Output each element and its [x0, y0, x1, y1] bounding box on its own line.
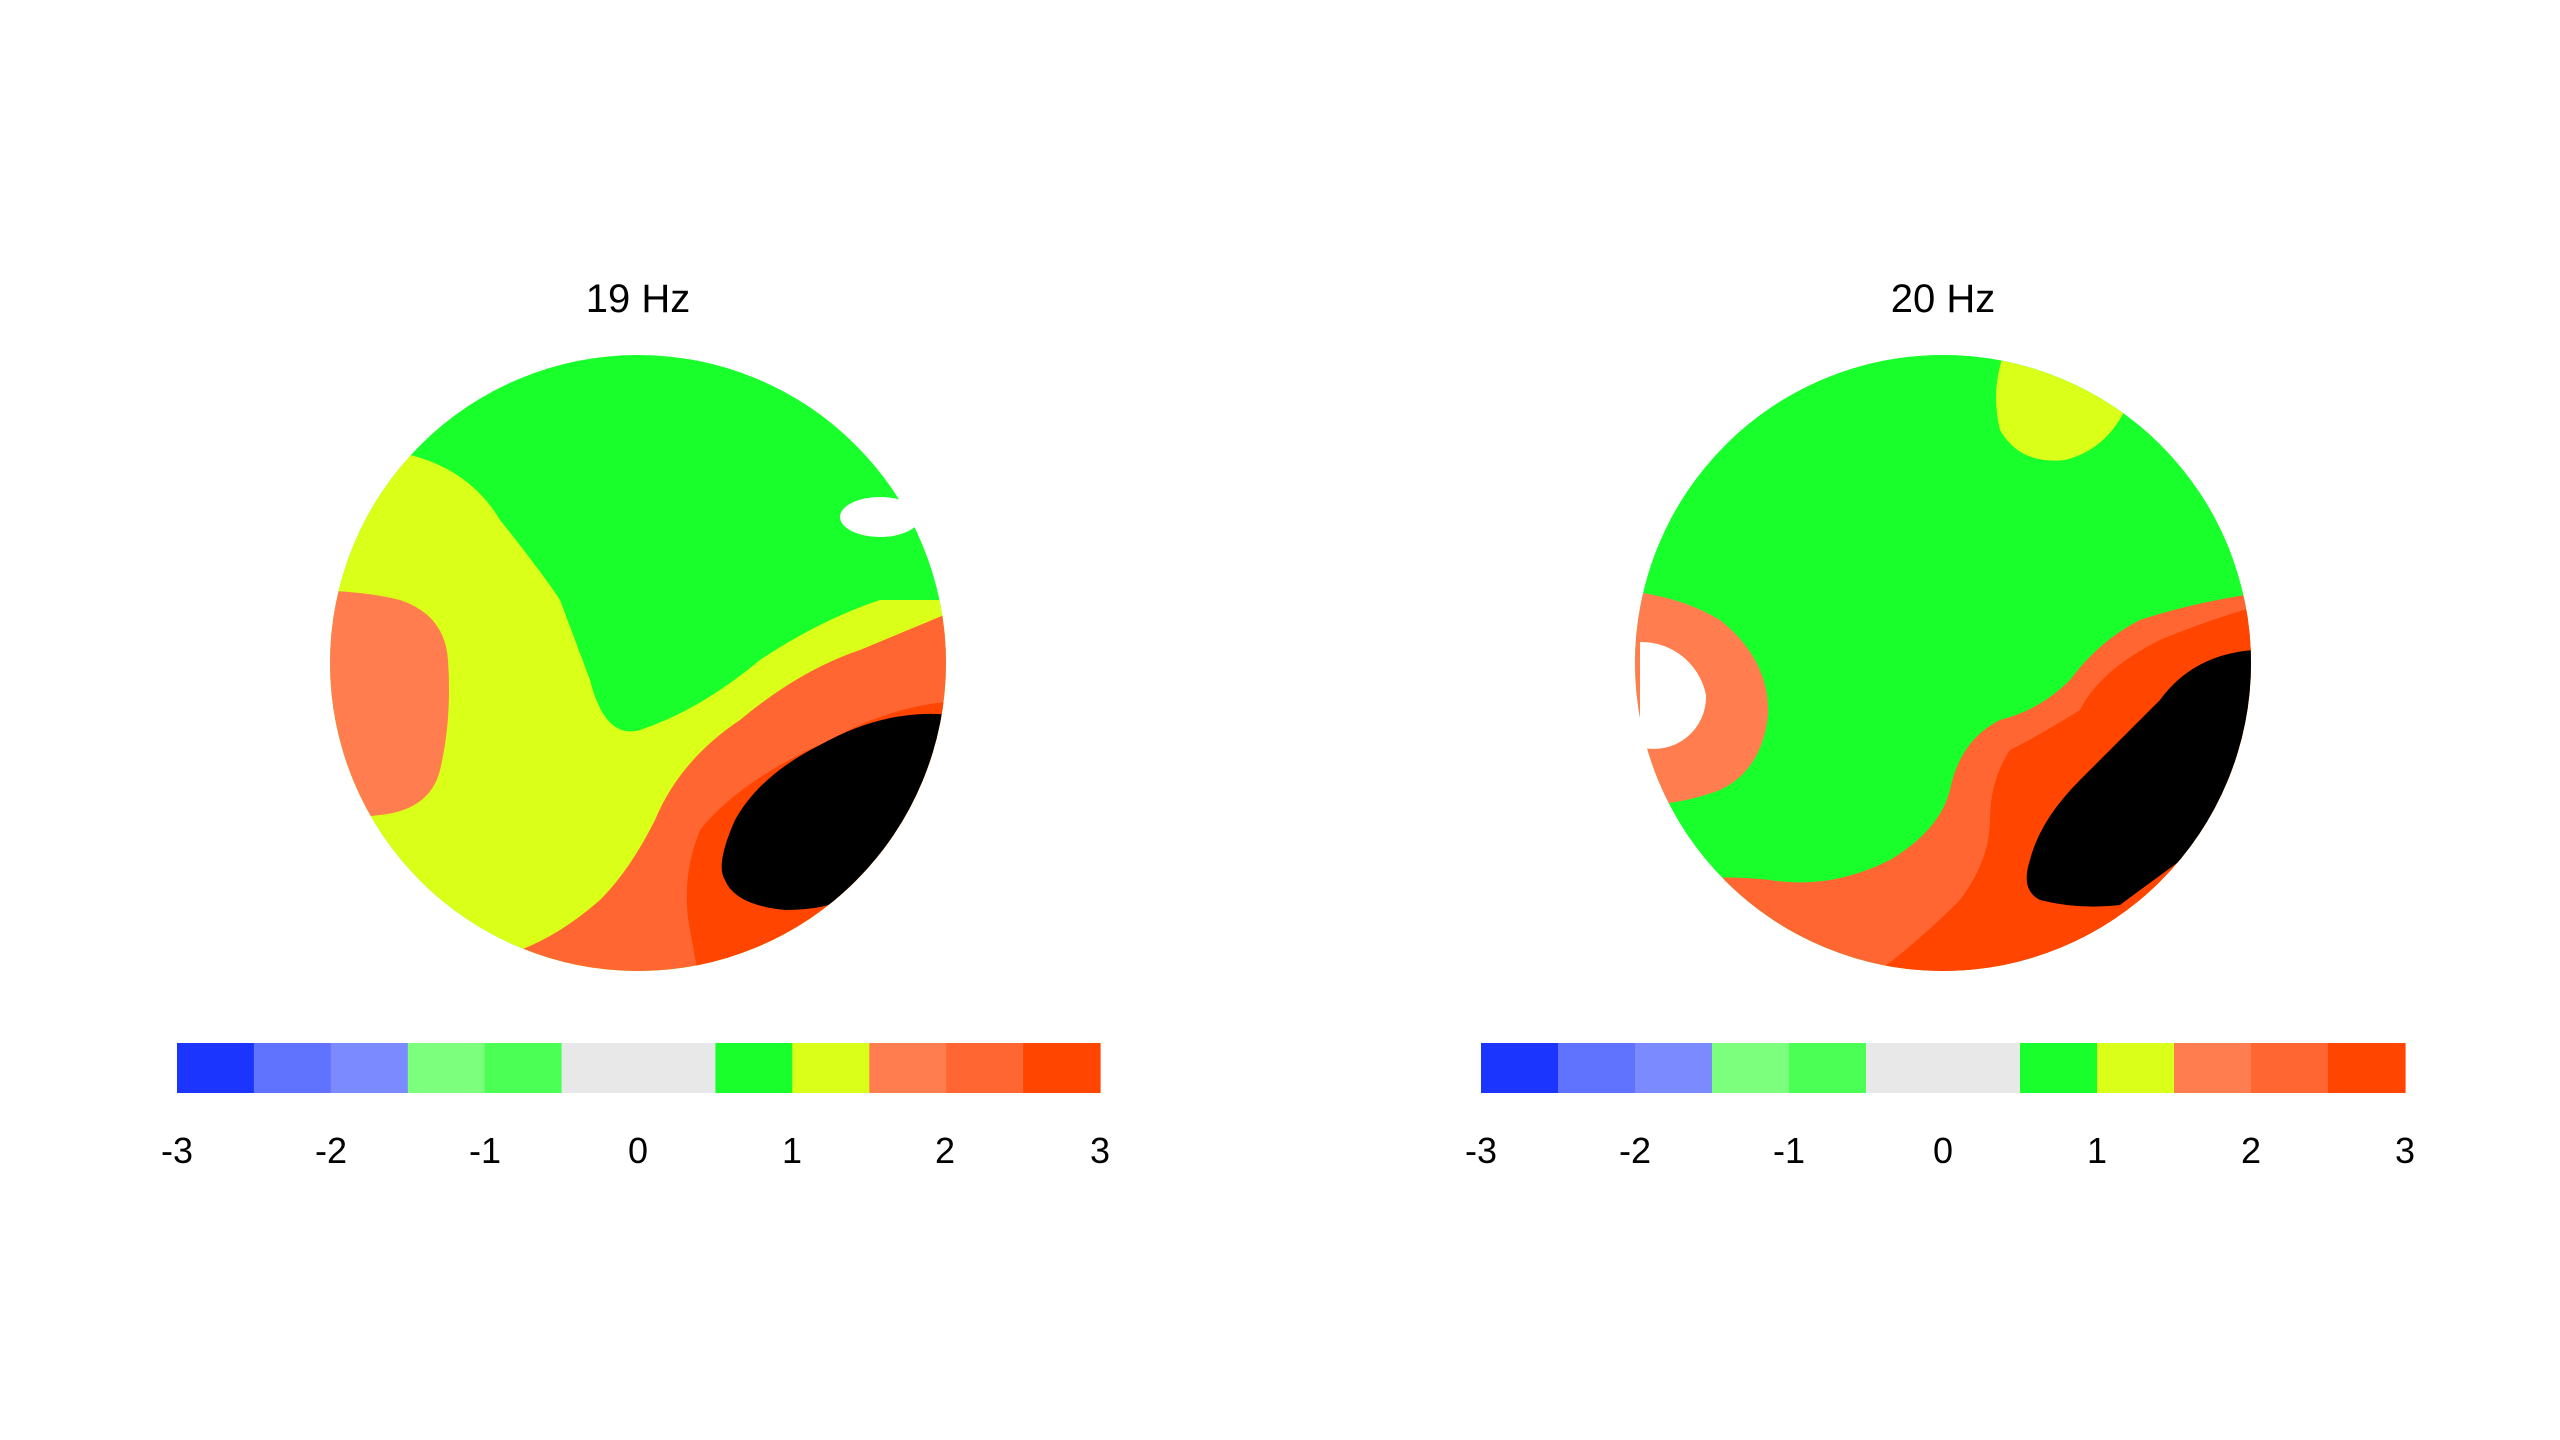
colorbar-bands-19hz — [177, 1043, 1101, 1093]
colorbar-band — [946, 1043, 1024, 1093]
panel-20hz: 20 Hz -3 -2 -1 0 1 2 3 — [1465, 277, 2415, 1171]
colorbar-band — [1558, 1043, 1636, 1093]
chart-title-19hz: 19 Hz — [586, 277, 691, 321]
colorbar-tick-label: 0 — [1933, 1130, 1953, 1171]
colorbar-tick-label: -1 — [469, 1130, 501, 1171]
colorbar-band — [2174, 1043, 2252, 1093]
colorbar-tick-label: 1 — [2087, 1130, 2107, 1171]
colorbar-tick-label: 3 — [2395, 1130, 2415, 1171]
colorbar-band — [2328, 1043, 2406, 1093]
colorbar-band — [177, 1043, 255, 1093]
colorbar-band — [2251, 1043, 2329, 1093]
colorbar-tick-label: 1 — [782, 1130, 802, 1171]
chart-title-20hz: 20 Hz — [1891, 277, 1996, 321]
colorbar-band — [253, 1043, 332, 1093]
topomap-19hz — [330, 355, 946, 971]
colorbar-band — [715, 1043, 793, 1093]
colorbar-band — [1023, 1043, 1101, 1093]
topomap-notch-19hz — [840, 497, 920, 537]
colorbar-band — [2097, 1043, 2175, 1093]
colorbar-band — [869, 1043, 947, 1093]
region-level-0p75-left — [330, 590, 449, 820]
colorbar-band — [2020, 1043, 2098, 1093]
colorbar-tick-label: -3 — [161, 1130, 193, 1171]
colorbar-tick-label: 2 — [935, 1130, 955, 1171]
colorbar-tick-label: -1 — [1773, 1130, 1805, 1171]
topomap-notch-20hz — [1640, 641, 1707, 749]
colorbar-ticks-19hz: -3 -2 -1 0 1 2 3 — [161, 1130, 1110, 1171]
colorbar-tick-label: 0 — [628, 1130, 648, 1171]
colorbar-band — [484, 1043, 563, 1093]
colorbar-tick-label: -3 — [1465, 1130, 1497, 1171]
colorbar-band — [561, 1043, 716, 1093]
region-level-2p75 — [721, 713, 946, 910]
colorbar-tick-label: -2 — [315, 1130, 347, 1171]
region-level-2p75 — [2026, 649, 2251, 907]
colorbar-band — [1866, 1043, 2021, 1093]
colorbar-ticks-20hz: -3 -2 -1 0 1 2 3 — [1465, 1130, 2415, 1171]
colorbar-bands-20hz — [1481, 1043, 2406, 1093]
colorbar-20hz: -3 -2 -1 0 1 2 3 — [1465, 1043, 2415, 1171]
colorbar-band — [1635, 1043, 1713, 1093]
colorbar-19hz: -3 -2 -1 0 1 2 3 — [161, 1043, 1110, 1171]
colorbar-band — [1789, 1043, 1867, 1093]
colorbar-band — [1712, 1043, 1790, 1093]
topomap-20hz — [1635, 355, 2251, 971]
colorbar-tick-label: -2 — [1619, 1130, 1651, 1171]
colorbar-band — [792, 1043, 870, 1093]
colorbar-band — [1481, 1043, 1559, 1093]
colorbar-band — [407, 1043, 486, 1093]
region-level-1p25-lobe — [673, 355, 832, 455]
colorbar-tick-label: 3 — [1090, 1130, 1110, 1171]
colorbar-tick-label: 2 — [2241, 1130, 2261, 1171]
panel-19hz: 19 Hz -3 -2 -1 0 1 2 3 — [161, 277, 1110, 1171]
colorbar-band — [330, 1043, 409, 1093]
